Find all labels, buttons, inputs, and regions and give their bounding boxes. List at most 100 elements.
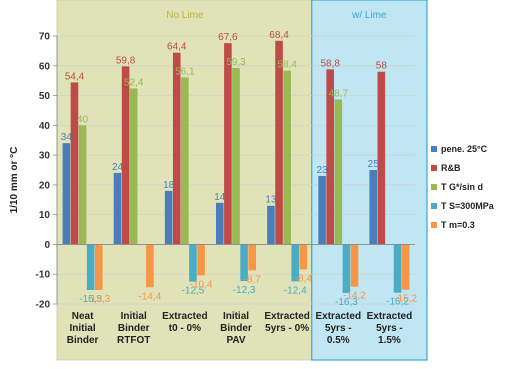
data-label-3-4: -12,4 [284, 285, 307, 296]
data-label-2-4: 58,4 [277, 60, 297, 71]
bar-2-2 [181, 77, 189, 245]
data-label-4-4: -8,4 [295, 273, 313, 284]
category-label-6: 5yrs - [376, 323, 403, 334]
data-label-0-0: 34 [61, 132, 73, 143]
y-tick-label: 10 [39, 210, 51, 221]
bar-1-1 [121, 66, 130, 245]
data-label-1-3: 67,6 [218, 32, 238, 43]
legend-swatch-3 [431, 203, 437, 209]
category-label-5: Extracted [315, 311, 361, 322]
bars [62, 40, 410, 293]
legend-label-3: T S=300MPa [441, 201, 495, 211]
y-tick-label: 0 [44, 240, 50, 251]
bar-2-1 [129, 88, 138, 245]
category-label-0: Neat [72, 311, 94, 322]
category-label-4: 5yrs - 0% [265, 323, 309, 334]
data-label-0-3: 14 [214, 192, 226, 203]
legend-swatch-0 [431, 146, 437, 152]
data-label-4-1: -14,4 [139, 291, 162, 302]
bar-4-1 [146, 244, 154, 288]
data-label-4-3: -8,7 [244, 274, 262, 285]
bar-1-4 [275, 40, 283, 245]
bar-0-1 [113, 172, 122, 245]
y-axis-label: 1/10 mm or °C [9, 147, 20, 214]
group-title-1: w/ Lime [351, 10, 387, 21]
y-tick-label: 70 [39, 32, 51, 43]
category-label-3: Binder [220, 323, 252, 334]
bar-4-2 [197, 244, 205, 276]
bar-0-4 [267, 205, 275, 245]
data-label-2-5: 48,7 [329, 88, 349, 99]
legend-swatch-2 [431, 184, 437, 190]
bar-2-4 [283, 70, 291, 245]
data-label-2-0: 40 [77, 114, 89, 125]
data-label-2-1: 52,4 [124, 77, 144, 88]
category-label-5: 5yrs - [325, 323, 352, 334]
bar-2-5 [334, 99, 343, 245]
data-label-1-5: 58,8 [320, 58, 340, 69]
bar-4-3 [248, 244, 256, 271]
bar-0-6 [369, 170, 378, 245]
category-label-0: Initial [70, 323, 96, 334]
category-label-2: t0 - 0% [169, 323, 201, 334]
bar-3-5 [342, 244, 351, 293]
group-backgrounds: No Lime w/ Lime [56, 0, 428, 361]
y-tick-label: 50 [39, 91, 51, 102]
legend-swatch-4 [431, 222, 437, 228]
data-label-1-0: 54,4 [65, 71, 85, 82]
category-label-2: Extracted [162, 311, 208, 322]
bar-4-5 [350, 244, 359, 287]
bar-3-0 [86, 244, 95, 291]
category-label-5: 0.5% [327, 335, 350, 346]
data-label-1-2: 64,4 [167, 42, 187, 53]
bar-0-0 [62, 143, 71, 245]
data-label-3-2: -12,5 [182, 286, 205, 297]
legend-label-4: T m=0.3 [441, 220, 475, 230]
bar-2-0 [78, 125, 87, 245]
y-tick-label: 40 [39, 121, 51, 132]
data-labels: 34 24 18 14 13 23 25 54,4 59,8 64,4 67,6 68,4 58,8 58… [61, 30, 418, 308]
category-label-4: Extracted [264, 311, 310, 322]
category-labels: NeatInitialBinderInitialBinderRTFOTExtra… [67, 311, 412, 346]
bar-1-5 [326, 69, 334, 245]
y-tick-label: -10 [36, 270, 51, 281]
data-label-3-5: -16,3 [335, 297, 358, 308]
data-label-0-5: 23 [317, 165, 329, 176]
category-label-1: Initial [121, 311, 147, 322]
y-tick-label: -20 [36, 300, 51, 311]
bar-3-4 [291, 244, 300, 282]
bar-0-2 [164, 190, 173, 245]
bar-0-5 [318, 175, 326, 245]
legend: pene. 25°C R&B T G*/sin d T S=300MPa T m=0.3 [431, 144, 495, 230]
data-label-3-6: -16,2 [386, 297, 409, 308]
category-label-0: Binder [67, 335, 99, 346]
data-label-0-6: 25 [368, 159, 380, 170]
data-label-3-0: -15,3 [79, 294, 102, 305]
legend-label-2: T G*/sin d [441, 182, 483, 192]
data-label-3-3: -12,3 [233, 285, 256, 296]
data-label-0-2: 18 [163, 180, 175, 191]
bar-1-0 [70, 82, 79, 245]
y-tick-label: 20 [39, 180, 51, 191]
data-label-0-4: 13 [265, 195, 277, 206]
legend-label-0: pene. 25°C [441, 144, 488, 154]
legend-label-1: R&B [441, 163, 461, 173]
data-label-0-1: 24 [112, 162, 124, 173]
bar-4-0 [94, 244, 103, 291]
data-label-4-6: -15,2 [394, 294, 417, 305]
bar-4-4 [299, 244, 308, 270]
data-label-4-0: -15,3 [87, 294, 110, 305]
bar-1-2 [172, 52, 181, 245]
group-title-0: No Lime [166, 10, 204, 21]
data-label-1-1: 59,8 [116, 55, 136, 66]
bar-3-6 [393, 244, 402, 293]
category-label-6: 1.5% [378, 335, 401, 346]
data-label-1-6: 58 [376, 61, 388, 72]
bar-1-6 [377, 71, 386, 245]
bar-1-3 [224, 43, 232, 245]
bar-3-2 [189, 244, 197, 282]
legend-swatch-1 [431, 165, 437, 171]
data-label-4-5: -14,2 [343, 291, 366, 302]
y-tick-label: 30 [39, 151, 51, 162]
